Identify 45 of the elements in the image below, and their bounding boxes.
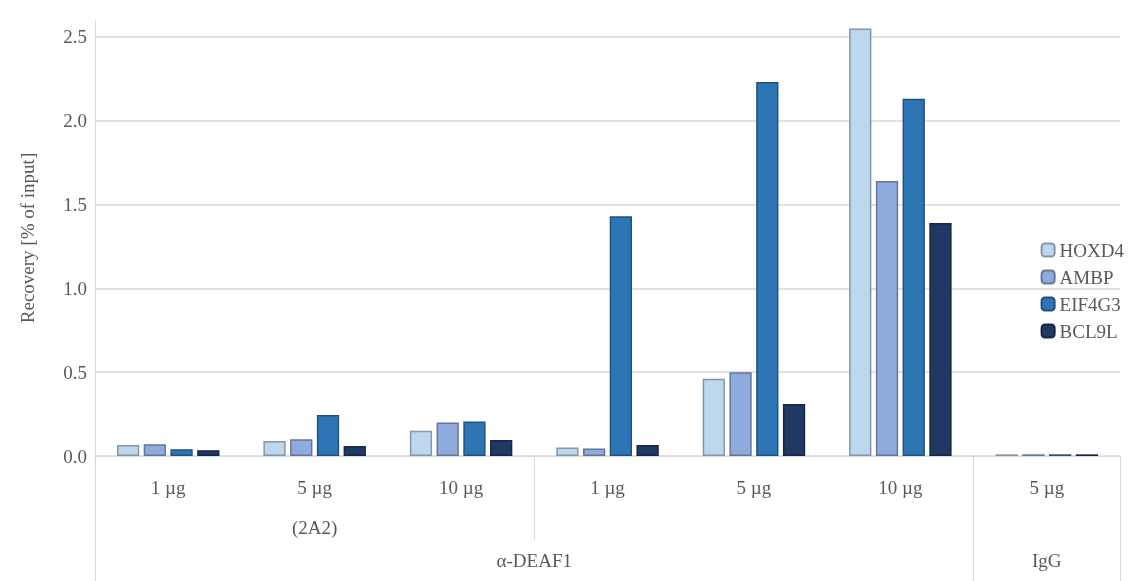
bar (170, 449, 193, 456)
legend-label: HOXD4 (1059, 239, 1125, 261)
bar (556, 447, 579, 456)
x-tick-label: 1 µg (590, 477, 626, 498)
bar (197, 450, 220, 456)
bar (929, 222, 952, 456)
bar (290, 439, 313, 456)
x-tick-label: 5 µg (1029, 477, 1065, 498)
bar (849, 28, 872, 456)
bar (143, 444, 166, 456)
bar (409, 430, 433, 456)
legend-label: BCL9L (1059, 320, 1118, 342)
x-tick-label: 1 µg (150, 477, 187, 498)
x-tick-label: 5 µg (297, 477, 333, 498)
bar (343, 445, 366, 456)
bar (436, 422, 459, 456)
y-tick-label: 0.5 (63, 361, 87, 383)
bar (463, 421, 486, 456)
bar (609, 216, 633, 456)
bar (116, 445, 140, 456)
bar (729, 372, 752, 456)
bar (902, 98, 925, 456)
bar (756, 82, 779, 456)
y-tick-label: 1.0 (63, 277, 87, 299)
text: (2A2) (291, 517, 338, 539)
legend-label: AMBP (1059, 266, 1114, 288)
y-axis-title: Recovery [% of input] (17, 152, 38, 324)
legend-label: EIF4G3 (1059, 293, 1121, 315)
x-tick-label: 10 µg (878, 477, 923, 498)
bar (263, 440, 286, 456)
y-tick-label: 2.5 (63, 26, 87, 48)
x-tick-label: 5 µg (736, 477, 772, 498)
bar (490, 440, 513, 456)
x-tick-label: 10 µg (438, 477, 484, 498)
text: α-DEAF1 (496, 550, 572, 572)
bar (316, 414, 340, 456)
y-tick-label: 2.0 (63, 110, 87, 132)
bar (782, 404, 806, 456)
bar (582, 448, 606, 456)
y-tick-label: 0.0 (63, 445, 87, 467)
bar (636, 445, 659, 456)
y-tick-label: 1.5 (63, 193, 87, 215)
text: IgG (1032, 550, 1062, 572)
bar (875, 180, 899, 456)
bar (702, 378, 725, 456)
